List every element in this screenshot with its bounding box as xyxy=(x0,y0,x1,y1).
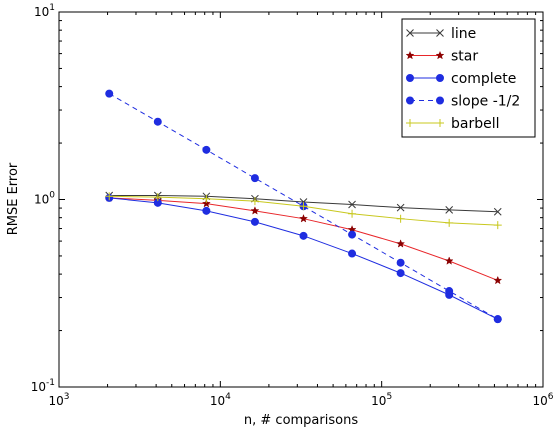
series-line-slope-1-2 xyxy=(108,93,499,320)
x-tick-label: 104 xyxy=(210,392,231,408)
data-point-slope-1-2 xyxy=(153,117,162,126)
y-tick-label: 101 xyxy=(34,3,55,19)
x-axis-label: n, # comparisons xyxy=(244,413,358,428)
series-slope-1-2 xyxy=(105,89,502,324)
data-point-barbell xyxy=(445,218,454,227)
legend-entry-line: line xyxy=(406,26,476,42)
data-point-line xyxy=(445,206,454,214)
data-point-slope-1-2 xyxy=(105,89,114,98)
legend-marker xyxy=(436,29,444,37)
legend-label: complete xyxy=(451,71,516,87)
data-point-star xyxy=(299,213,308,223)
data-point-barbell xyxy=(105,192,114,201)
data-point-barbell xyxy=(396,214,405,223)
legend-label: line xyxy=(451,26,476,42)
data-point-barbell xyxy=(202,194,211,203)
x-tick-label: 103 xyxy=(48,392,69,408)
data-point-slope-1-2 xyxy=(493,315,502,324)
data-point-barbell xyxy=(348,209,357,218)
data-point-complete xyxy=(396,269,405,278)
data-point-line xyxy=(396,203,405,212)
legend-entry-slope-1-2: slope -1/2 xyxy=(406,94,520,110)
tick-layer: 103 104 105 106 10-1 100 101 xyxy=(31,3,554,408)
data-point-complete xyxy=(299,231,308,240)
data-point-line xyxy=(348,200,356,209)
legend-entry-star: star xyxy=(405,49,478,65)
legend-marker xyxy=(436,96,444,105)
legend-marker xyxy=(406,96,414,105)
data-point-barbell xyxy=(299,202,308,211)
data-point-slope-1-2 xyxy=(202,145,211,154)
legend-marker xyxy=(436,119,444,127)
legend-marker xyxy=(406,29,414,37)
data-point-star xyxy=(444,256,454,265)
x-tick-label: 105 xyxy=(371,392,392,408)
data-point-complete xyxy=(250,217,259,226)
data-point-slope-1-2 xyxy=(250,174,259,183)
series-layer xyxy=(104,89,503,324)
data-point-barbell xyxy=(493,221,502,230)
data-point-slope-1-2 xyxy=(396,258,405,267)
data-point-slope-1-2 xyxy=(348,230,357,239)
data-point-barbell xyxy=(153,193,162,202)
y-axis-label: RMSE Error xyxy=(6,162,21,235)
data-point-slope-1-2 xyxy=(445,287,454,296)
legend-entry-barbell: barbell xyxy=(406,116,500,132)
y-tick-label: 100 xyxy=(34,191,55,207)
data-point-star xyxy=(493,275,503,285)
data-point-line xyxy=(493,207,502,216)
data-point-star xyxy=(250,206,260,215)
data-point-star xyxy=(396,239,406,248)
series-barbell xyxy=(105,192,502,230)
data-point-star xyxy=(201,198,211,208)
data-point-complete xyxy=(202,206,211,215)
legend-label: star xyxy=(451,49,478,65)
data-point-complete xyxy=(348,249,357,258)
legend-entry-complete: complete xyxy=(406,71,516,87)
legend-label: slope -1/2 xyxy=(451,94,520,110)
legend-marker xyxy=(436,74,444,82)
legend-label: barbell xyxy=(451,116,500,132)
legend-marker xyxy=(406,119,414,127)
y-tick-label: 10-1 xyxy=(31,378,55,394)
legend: line star complete slope -1/2 barbell xyxy=(401,18,536,138)
legend-marker xyxy=(406,74,414,82)
data-point-barbell xyxy=(250,197,259,206)
legend-marker xyxy=(435,50,445,60)
legend-marker xyxy=(405,50,415,60)
x-tick-label: 106 xyxy=(532,392,553,408)
